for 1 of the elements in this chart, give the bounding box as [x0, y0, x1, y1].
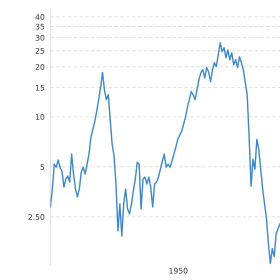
line-series [50, 42, 280, 264]
